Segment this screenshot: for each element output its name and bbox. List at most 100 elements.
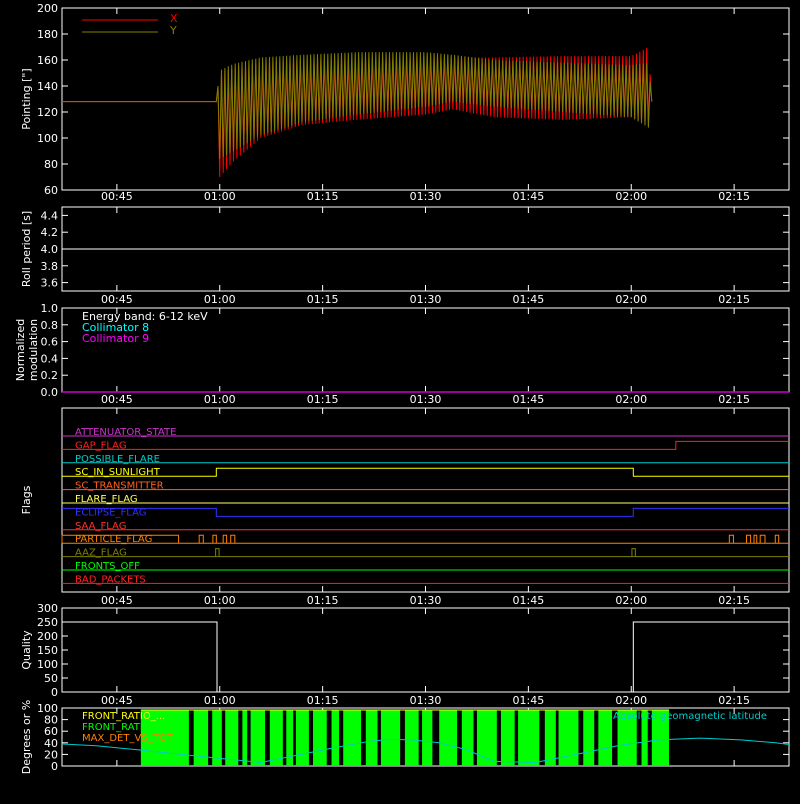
y-tick-label: 80 [44,714,58,727]
x-tick-label: 01:30 [410,694,442,707]
y-axis-label: modulation [27,319,40,381]
flag-pulse [631,548,636,557]
flag-label: SAA_FLAG [75,521,126,532]
legend-label: FRONT_RATIO_... [82,711,165,722]
front-ratio-bar [225,710,239,766]
x-tick-label: 02:00 [615,694,647,707]
y-tick-label: 0.6 [41,336,59,349]
y-tick-label: 4.4 [41,209,59,222]
y-tick-label: 60 [44,725,58,738]
geomag-latitude-line [61,737,790,764]
y-tick-label: 200 [37,630,58,643]
flag-pulse [212,534,217,544]
front-ratio-bar [404,710,419,766]
x-tick-label: 00:45 [101,694,133,707]
front-ratio-bar [295,710,309,766]
front-ratio-bar [617,710,637,766]
flag-line [62,440,789,450]
annotation-text: Collimator 9 [82,332,149,345]
y-tick-label: 0.8 [41,319,59,332]
x-tick-label: 02:15 [718,393,750,406]
x-tick-label: 02:00 [615,190,647,203]
x-tick-label: 00:45 [101,393,133,406]
flag-pulse [759,534,766,544]
annotation-text: Absolute geomagnetic latitude [613,711,767,722]
y-tick-label: 1.0 [41,302,59,315]
y-axis-label: Quality [20,630,33,670]
front-ratio-bar [269,710,283,766]
y-tick-label: 150 [37,644,58,657]
front-ratio-bar [651,710,669,766]
y-axis-label: Pointing ["] [20,68,33,129]
x-tick-label: 01:15 [307,190,339,203]
x-tick-label: 02:15 [718,694,750,707]
legend-label: Y [169,24,177,37]
annotation-text: Energy band: 6-12 keV [82,310,208,323]
x-tick-label: 01:15 [307,393,339,406]
y-tick-label: 100 [37,658,58,671]
y-tick-label: 0 [51,686,58,699]
y-tick-label: 80 [44,158,58,171]
flag-label: BAD_PACKETS [75,574,146,585]
x-tick-label: 00:45 [101,594,133,607]
x-tick-label: 01:15 [307,293,339,306]
legend-label: MAX_DET_VS_TOT [82,733,174,744]
flag-label: ATTENUATOR_STATE [75,427,176,438]
y-tick-label: 0.2 [41,369,59,382]
front-ratio-bar [286,710,294,766]
flag-pulse [61,534,180,544]
x-tick-label: 01:45 [513,694,545,707]
flag-pulse [745,534,752,544]
front-ratio-bar [476,710,497,766]
front-ratio-bar [380,710,401,766]
y-tick-label: 160 [37,54,58,67]
x-tick-label: 02:15 [718,594,750,607]
flag-label: POSSIBLE_FLARE [75,454,160,465]
y-tick-label: 20 [44,748,58,761]
front-ratio-bar [518,710,540,766]
front-ratio-bar [343,710,362,766]
legend-label: X [170,12,178,25]
front-ratio-bar [558,710,579,766]
series-line-y [62,52,653,159]
legend-label: FRONT_RATIO_... [82,722,165,733]
x-tick-label: 01:30 [410,393,442,406]
flag-pulse [230,534,236,544]
x-tick-label: 01:00 [204,293,236,306]
y-tick-label: 0.0 [41,386,59,399]
front-ratio-bar [212,710,222,766]
y-tick-label: 4.2 [41,226,59,239]
y-tick-label: 200 [37,2,58,15]
panel-frame-5 [61,607,790,693]
y-tick-label: 140 [37,80,58,93]
y-tick-label: 0 [51,760,58,773]
x-tick-label: 00:45 [101,293,133,306]
front-ratio-bar [461,710,474,766]
y-tick-label: 180 [37,28,58,41]
y-tick-label: 120 [37,106,58,119]
y-tick-label: 0.4 [41,352,59,365]
y-tick-label: 3.8 [41,260,59,273]
x-tick-label: 01:30 [410,594,442,607]
x-tick-label: 02:00 [615,594,647,607]
annotation-text: Collimator 8 [82,321,149,334]
x-tick-label: 01:30 [410,190,442,203]
front-ratio-bar [242,710,248,766]
flag-label: GAP_FLAG [75,440,127,451]
front-ratio-bar [250,710,266,766]
y-axis-label: Flags [20,485,33,514]
flag-pulse [215,548,220,557]
y-tick-label: 50 [44,672,58,685]
x-tick-label: 01:45 [513,293,545,306]
flag-label: SC_TRANSMITTER [75,481,164,492]
flag-label: PARTICLE_FLAG [75,534,152,545]
flag-label: ECLIPSE_FLAG [75,507,146,518]
x-tick-label: 02:00 [615,293,647,306]
y-tick-label: 100 [37,702,58,715]
x-tick-label: 02:00 [615,393,647,406]
y-tick-label: 4.0 [41,243,59,256]
flag-label: AAZ_FLAG [75,548,127,559]
x-tick-label: 01:00 [204,694,236,707]
front-ratio-bar [641,710,648,766]
